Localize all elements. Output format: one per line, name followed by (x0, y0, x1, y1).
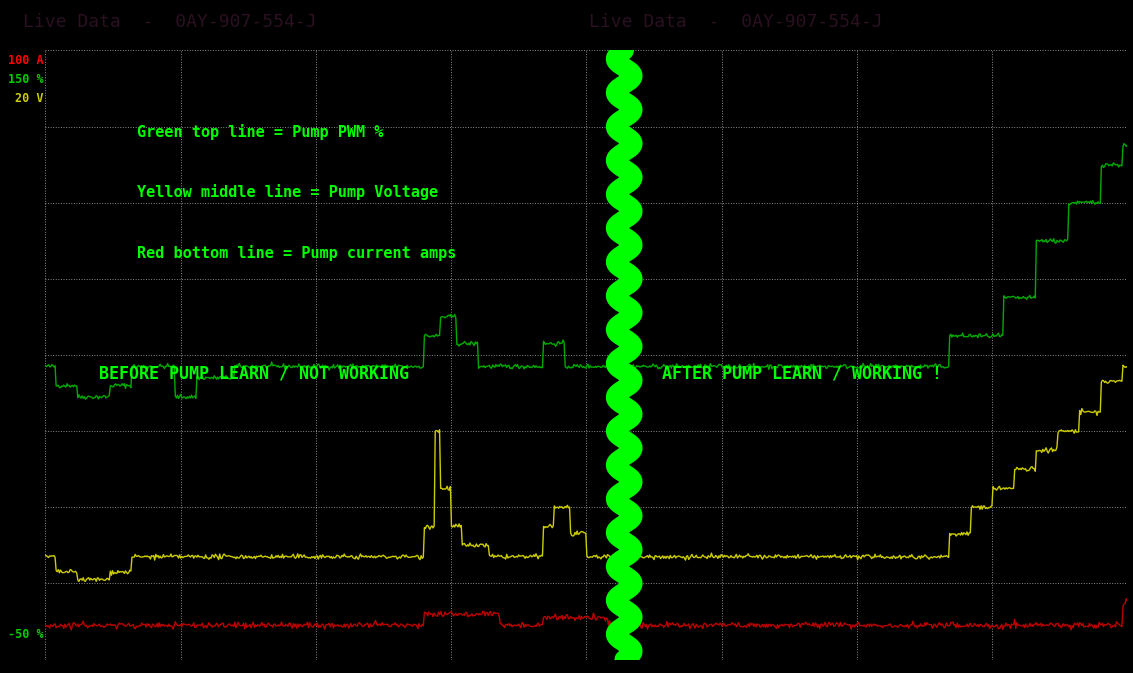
Text: 100 A: 100 A (8, 55, 43, 67)
Text: Yellow middle line = Pump Voltage: Yellow middle line = Pump Voltage (137, 184, 438, 201)
Text: AFTER PUMP LEARN / WORKING !: AFTER PUMP LEARN / WORKING ! (662, 364, 942, 382)
Text: Live Data  -  0AY-907-554-J: Live Data - 0AY-907-554-J (23, 13, 316, 31)
Text: Red bottom line = Pump current amps: Red bottom line = Pump current amps (137, 246, 457, 261)
Text: BEFORE PUMP LEARN / NOT WORKING: BEFORE PUMP LEARN / NOT WORKING (100, 364, 409, 382)
Text: 20 V: 20 V (15, 92, 43, 106)
Text: Green top line = Pump PWM %: Green top line = Pump PWM % (137, 124, 384, 139)
Text: 150 %: 150 % (8, 73, 43, 86)
Text: -50 %: -50 % (8, 627, 43, 641)
Text: Live Data  -  0AY-907-554-J: Live Data - 0AY-907-554-J (589, 13, 883, 31)
